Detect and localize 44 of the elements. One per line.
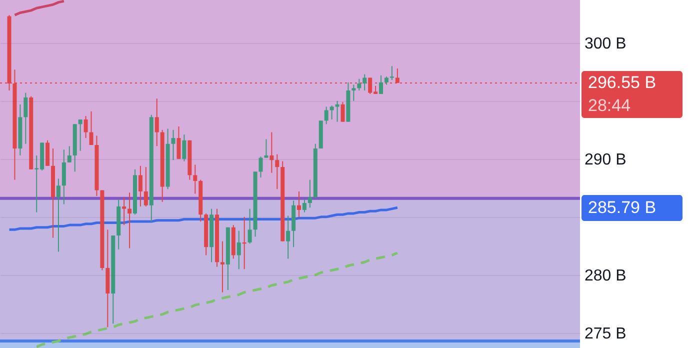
candlestick [330,105,334,120]
candlestick [340,102,345,122]
candlestick [62,149,66,205]
y-tick-label: 280 B [584,267,626,284]
line-series [13,0,66,16]
candlestick [56,178,60,252]
candlestick [138,165,142,207]
candlestick [122,196,126,226]
candlestick [193,164,198,194]
candlestick [357,78,362,91]
candlestick [89,110,94,146]
candlestick [67,146,72,163]
candlestick [275,154,280,190]
candlestick [220,240,224,293]
candlestick [154,98,159,147]
candlestick [78,118,82,152]
y-tick-label: 275 B [584,325,626,342]
text: 285.79 B [588,198,656,217]
text: 28:44 [588,96,631,115]
candlestick [264,138,268,158]
candlestick [128,192,132,249]
candlestick [302,199,306,213]
candlestick [308,179,312,208]
candlestick [324,106,328,125]
candlestick [46,140,50,166]
ref-line-label: 296.55 B [588,72,656,92]
candlestick [84,116,88,139]
candlestick [258,156,263,178]
candlestick [270,132,274,174]
candlestick [171,129,176,161]
candlestick [362,74,367,91]
candlestick [379,74,384,94]
candlestick [236,230,241,270]
line-series [35,252,399,348]
candlestick [352,84,356,102]
candlestick [297,190,302,218]
candlestick [182,134,186,162]
candlestick [144,166,148,207]
candlestick [176,126,181,160]
candlestick [248,208,252,244]
y-tick-label: 290 B [584,151,626,168]
y-tick-label: 300 B [584,35,626,52]
candlestick [24,92,28,144]
candlestick [286,215,290,260]
